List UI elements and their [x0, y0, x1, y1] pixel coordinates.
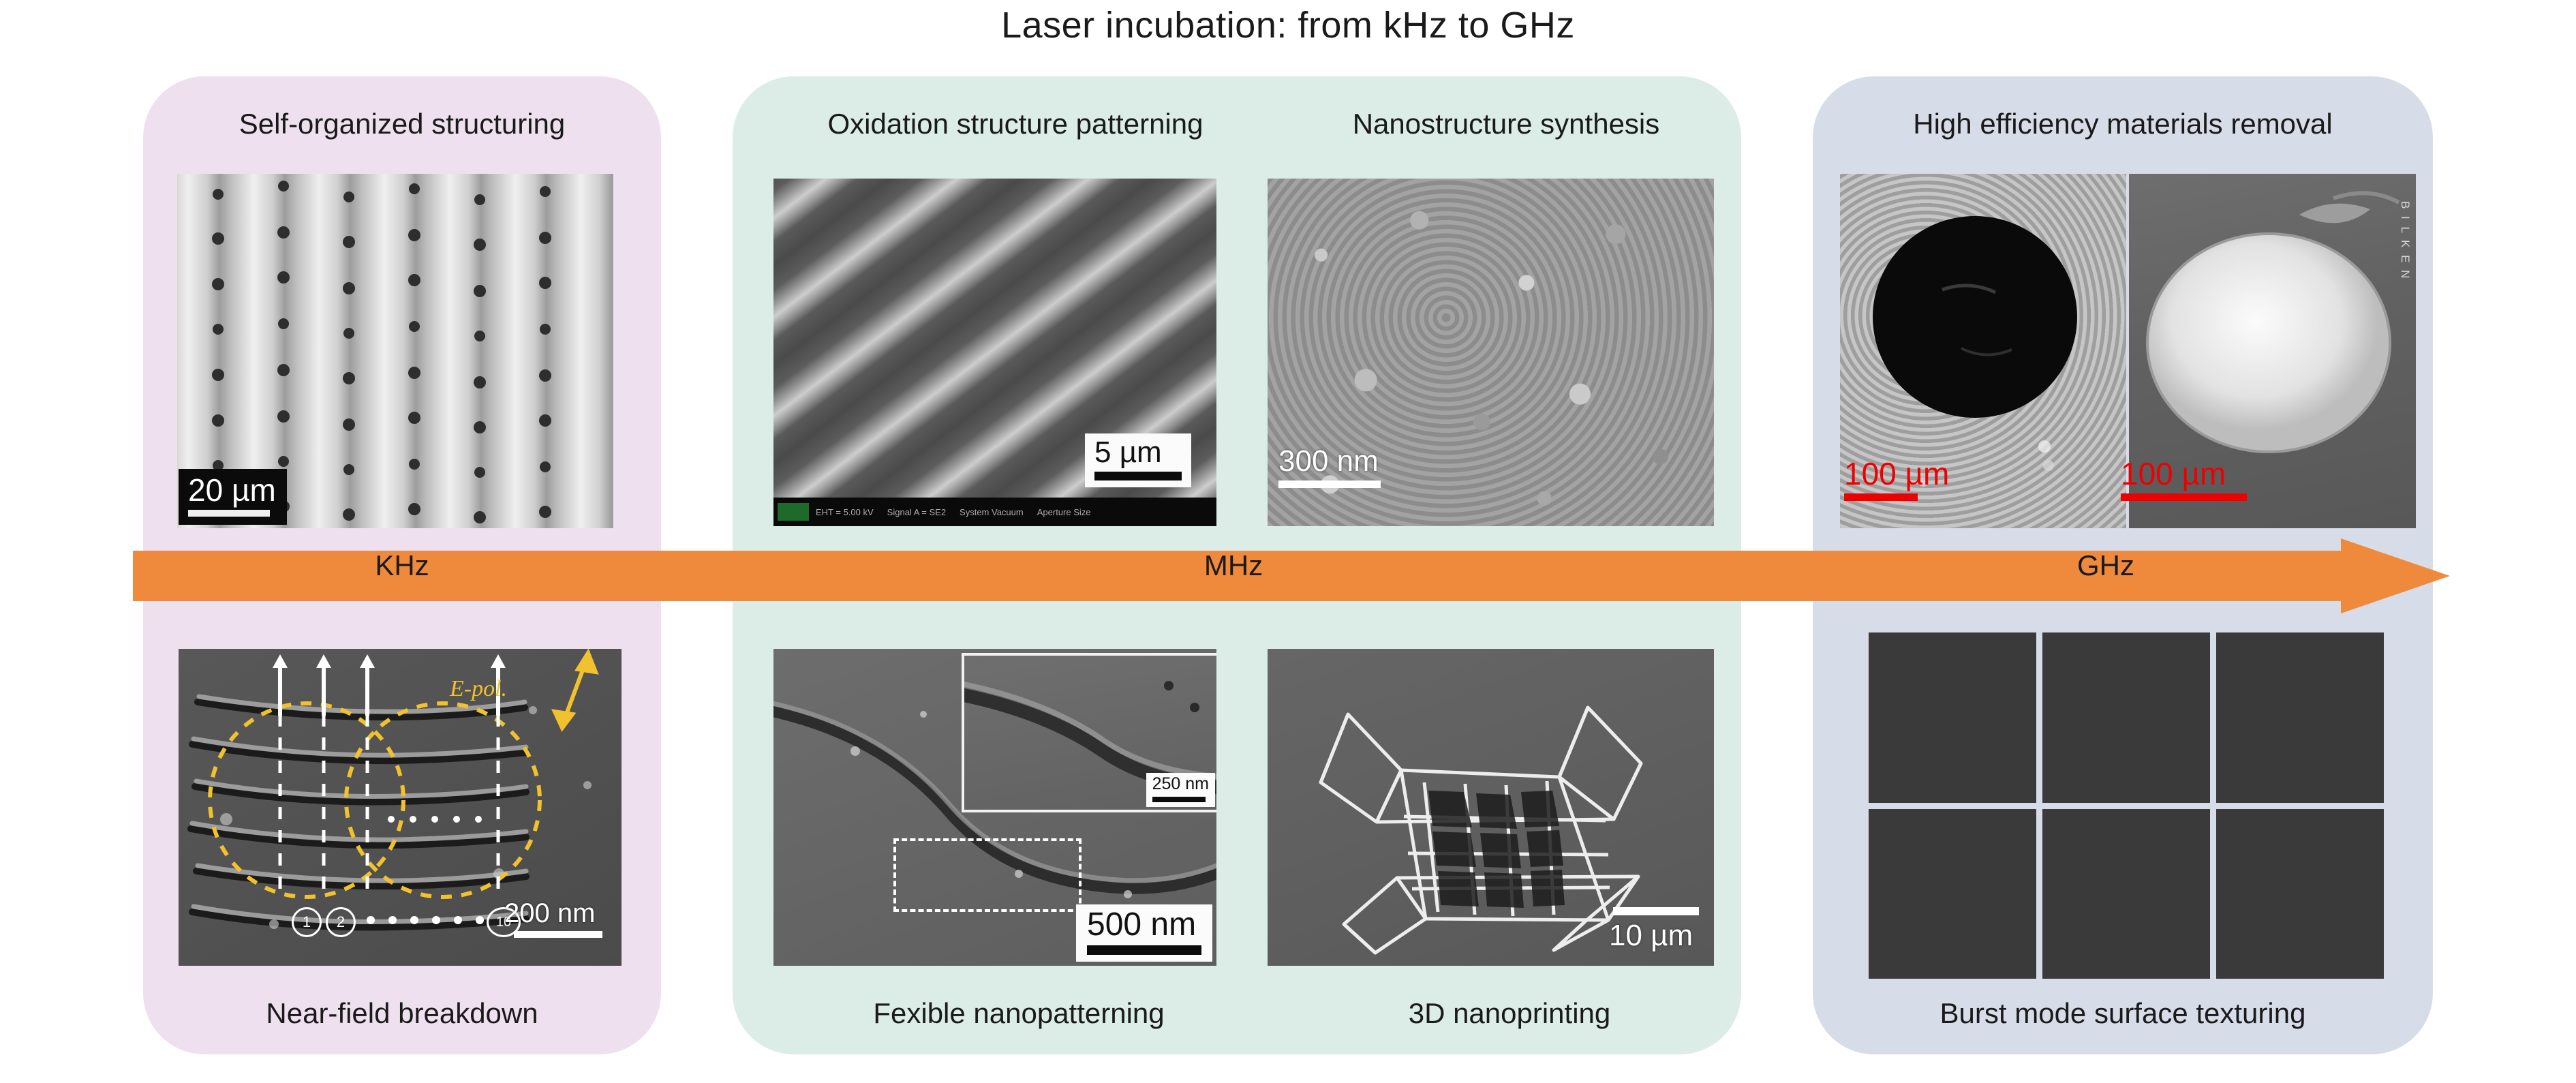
scale-bar-10um: 10 µm	[1609, 907, 1699, 951]
scale-bar-line	[1094, 472, 1182, 481]
sem-databar-swatch	[778, 503, 809, 521]
nanostructure-synthesis-sem	[1268, 179, 1714, 526]
sem-vendor-watermark: B I L K E N	[2399, 201, 2412, 281]
materials-removal-hole-sem	[1840, 174, 2126, 528]
pulse-number-label: 10	[495, 914, 512, 930]
scale-bar-line	[188, 510, 270, 517]
materials-removal-strip: B I L K E N	[1840, 174, 2416, 528]
burst-texture-cell	[2042, 632, 2210, 803]
frequency-arrow-shape	[133, 538, 2450, 613]
sem-databar-cell: Aperture Size	[1037, 506, 1091, 517]
scale-bar-label: 200 nm	[504, 898, 596, 928]
scale-bar-line	[1152, 797, 1206, 802]
3d-nanoprinting-sem: 10 µm	[1268, 649, 1714, 966]
scale-bar-label: 250 nm	[1152, 774, 1209, 793]
frequency-label-ghz: GHz	[2077, 549, 2134, 581]
scale-bar-300nm: 300 nm	[1278, 446, 1381, 488]
scale-bar-20um: 20 µm	[179, 469, 287, 525]
heading-nanostructure-synthesis: Nanostructure synthesis	[1352, 108, 1660, 140]
scale-bar-label: 20 µm	[188, 472, 276, 508]
inset-selection-box	[893, 838, 1082, 912]
scale-bar-5um: 5 µm	[1085, 433, 1191, 487]
pulse-number-label: 2	[336, 913, 346, 930]
scale-bar-200nm: 200 nm	[504, 900, 602, 938]
burst-texture-cell	[2216, 632, 2384, 803]
lattice-microstructure	[1319, 705, 1643, 955]
scale-bar-line	[2121, 493, 2247, 501]
sem-databar-cell: Signal A = SE2	[887, 506, 947, 517]
sem-databar-cell: EHT = 5.00 kV	[816, 506, 874, 517]
footer-flexible-nanopatterning: Fexible nanopatterning	[873, 997, 1165, 1029]
pulse-number-label: 1	[302, 913, 311, 930]
frequency-arrow	[133, 538, 2450, 613]
materials-removal-disc-sem: B I L K E N	[2129, 174, 2416, 528]
heading-self-organized-structuring: Self-organized structuring	[239, 108, 566, 140]
scale-bar-label: 5 µm	[1094, 436, 1162, 469]
scale-bar-100um-right: 100 µm	[2121, 458, 2247, 501]
heading-high-efficiency-materials-removal: High efficiency materials removal	[1913, 108, 2333, 140]
sem-databar-cell: System Vacuum	[960, 506, 1024, 517]
scale-bar-250nm: 250 nm	[1146, 773, 1215, 807]
scale-bar-label: 10 µm	[1609, 919, 1693, 952]
scale-bar-line	[1613, 907, 1699, 915]
burst-texture-cell	[1869, 808, 2036, 979]
scale-bar-500nm: 500 nm	[1076, 904, 1212, 962]
pulse-number-2: 2	[326, 907, 356, 937]
flexible-nanopatterning-sem: 250 nm 500 nm	[773, 649, 1216, 966]
pulse-number-1: 1	[292, 907, 322, 937]
scale-bar-line	[1844, 493, 1918, 501]
frequency-label-khz: KHz	[375, 549, 429, 581]
scale-bar-100um-left: 100 µm	[1844, 458, 1949, 501]
scale-bar-line	[1278, 481, 1381, 488]
burst-texture-cell	[2042, 808, 2210, 979]
burst-texture-cell	[1869, 632, 2036, 803]
scale-bar-label: 300 nm	[1278, 444, 1379, 478]
polarization-label: E-pol.	[450, 676, 508, 701]
burst-mode-texturing-grid	[1869, 632, 2384, 979]
footer-3d-nanoprinting: 3D nanoprinting	[1408, 997, 1611, 1029]
scale-bar-line	[1087, 945, 1201, 955]
scale-bar-label: 500 nm	[1087, 906, 1197, 943]
scale-bar-label: 100 µm	[2121, 456, 2226, 491]
footer-near-field-breakdown: Near-field breakdown	[266, 997, 538, 1029]
frequency-label-mhz: MHz	[1203, 549, 1263, 581]
scale-bar-label: 100 µm	[1844, 456, 1950, 491]
scale-bar-line	[514, 931, 602, 938]
near-field-breakdown-sem: 1 2 10 E-pol.	[179, 649, 622, 966]
flexible-nanopatterning-inset: 250 nm	[962, 653, 1216, 812]
figure-title: Laser incubation: from kHz to GHz	[1001, 5, 1575, 46]
burst-texture-cell	[2216, 808, 2384, 979]
footer-burst-mode-surface-texturing: Burst mode surface texturing	[1939, 997, 2306, 1029]
pulse-number-10: 10	[487, 907, 521, 937]
sem-databar: EHT = 5.00 kV Signal A = SE2 System Vacu…	[773, 498, 1216, 526]
heading-oxidation-structure-patterning: Oxidation structure patterning	[827, 108, 1203, 140]
